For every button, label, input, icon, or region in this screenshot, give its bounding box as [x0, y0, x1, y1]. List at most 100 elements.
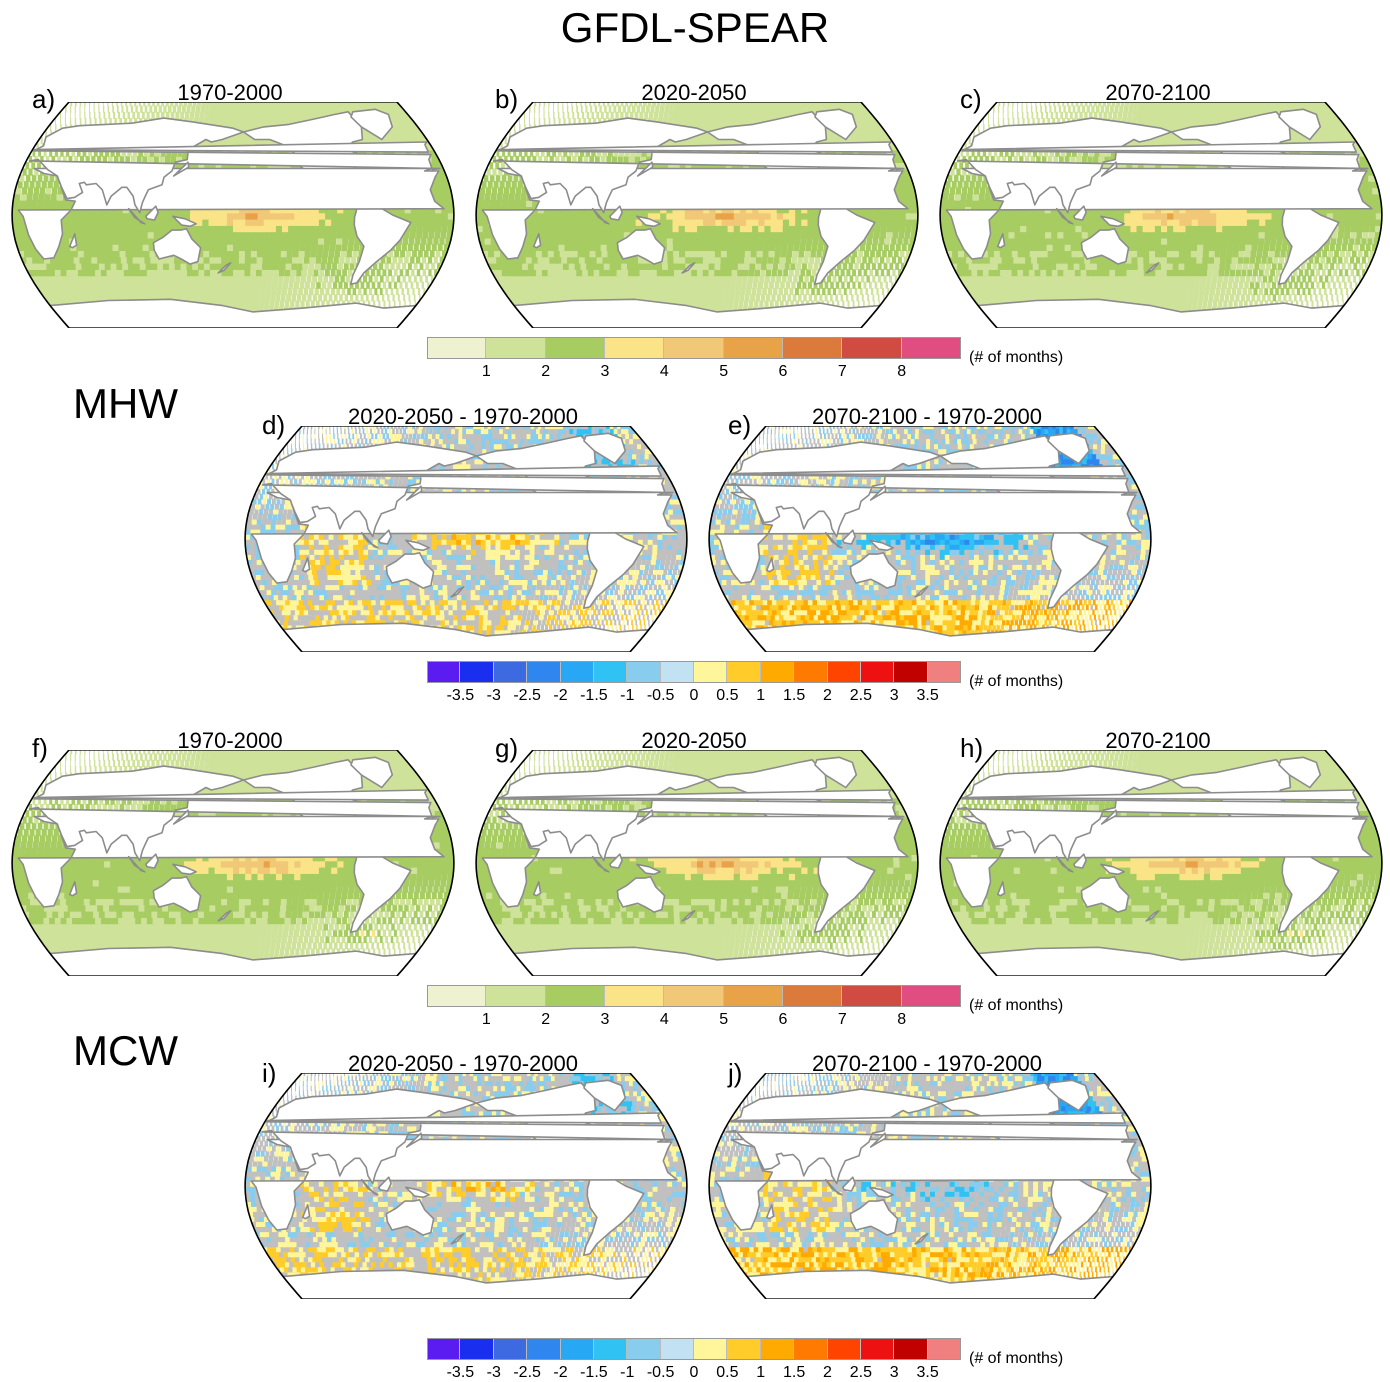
colorbar-swatch — [627, 1338, 660, 1360]
figure-title: GFDL-SPEAR — [0, 4, 1390, 52]
map-panel-a — [10, 102, 456, 328]
colorbar-tick-label: 1 — [756, 687, 765, 705]
colorbar-tick-label: 1.5 — [783, 687, 805, 705]
colorbar-swatch — [761, 661, 794, 683]
colorbar-tick-label: -2 — [553, 687, 567, 705]
colorbar-tick-label: 1 — [482, 363, 491, 381]
colorbar-tick-label: 7 — [838, 363, 847, 381]
colorbar-swatch — [661, 661, 694, 683]
colorbar-swatch — [486, 985, 545, 1007]
colorbar-swatch — [694, 661, 727, 683]
colorbar-tick-label: 0.5 — [716, 1364, 738, 1382]
colorbar-tick-label: -3 — [487, 687, 501, 705]
colorbar-swatch — [902, 337, 961, 359]
colorbar-tick-label: 3 — [890, 687, 899, 705]
colorbar-swatch — [460, 661, 493, 683]
colorbar-swatch — [761, 1338, 794, 1360]
map-panel-e — [707, 426, 1153, 652]
colorbar-swatch — [828, 661, 861, 683]
colorbar-swatch — [594, 1338, 627, 1360]
colorbar-tick-label: 0.5 — [716, 687, 738, 705]
colorbar-swatch — [546, 337, 605, 359]
colorbar-swatch — [928, 661, 961, 683]
map-panel-f — [10, 750, 456, 976]
colorbar-swatch — [724, 337, 783, 359]
colorbar-tick-label: 1 — [482, 1011, 491, 1029]
colorbar-tick-label: 2.5 — [850, 1364, 872, 1382]
colorbar-swatch — [828, 1338, 861, 1360]
colorbar-tick-label: 4 — [660, 1011, 669, 1029]
colorbar-swatch — [794, 661, 827, 683]
colorbar-swatch — [894, 661, 927, 683]
colorbar-tick-label: 0 — [690, 687, 699, 705]
colorbar-tick-label: -3.5 — [447, 687, 475, 705]
colorbar-swatch — [546, 985, 605, 1007]
colorbar-swatch — [861, 1338, 894, 1360]
section-label-mhw: MHW — [73, 380, 178, 428]
colorbar-unit-label: (# of months) — [969, 997, 1063, 1015]
colorbar-swatch — [427, 1338, 460, 1360]
map-panel-h — [938, 750, 1384, 976]
map-panel-d — [243, 426, 689, 652]
map-panel-j — [707, 1073, 1153, 1299]
colorbar-swatch — [594, 661, 627, 683]
colorbar-tick-label: 2 — [541, 1011, 550, 1029]
colorbar-swatch — [494, 661, 527, 683]
colorbar-tick-label: 0 — [690, 1364, 699, 1382]
map-panel-i — [243, 1073, 689, 1299]
colorbar-tick-label: 4 — [660, 363, 669, 381]
colorbar-tick-label: 5 — [719, 363, 728, 381]
colorbar-swatch — [664, 337, 723, 359]
colorbar-tick-label: 3 — [601, 363, 610, 381]
map-panel-c — [938, 102, 1384, 328]
colorbar-swatch — [861, 661, 894, 683]
colorbar-swatch — [427, 985, 486, 1007]
colorbar-swatch — [486, 337, 545, 359]
colorbar-swatch — [527, 1338, 560, 1360]
colorbar-swatch — [842, 985, 901, 1007]
colorbar-tick-label: 3.5 — [917, 687, 939, 705]
colorbar-tick-label: -0.5 — [647, 687, 675, 705]
colorbar-tick-label: 3 — [890, 1364, 899, 1382]
colorbar-swatch — [783, 985, 842, 1007]
colorbar-unit-label: (# of months) — [969, 1350, 1063, 1368]
colorbar-tick-label: 7 — [838, 1011, 847, 1029]
colorbar-swatch — [694, 1338, 727, 1360]
colorbar-tick-label: -1 — [620, 1364, 634, 1382]
colorbar-tick-label: -1.5 — [580, 1364, 608, 1382]
colorbar-swatch — [627, 661, 660, 683]
colorbar-unit-label: (# of months) — [969, 349, 1063, 367]
colorbar-swatch — [527, 661, 560, 683]
colorbar-swatch — [460, 1338, 493, 1360]
colorbar-tick-label: 1 — [756, 1364, 765, 1382]
colorbar-tick-label: 3 — [601, 1011, 610, 1029]
colorbar-swatch — [561, 1338, 594, 1360]
colorbar-swatch — [842, 337, 901, 359]
colorbar-tick-label: 3.5 — [917, 1364, 939, 1382]
colorbar-tick-label: -3.5 — [447, 1364, 475, 1382]
colorbar-tick-label: 6 — [779, 1011, 788, 1029]
colorbar-swatch — [894, 1338, 927, 1360]
colorbar-unit-label: (# of months) — [969, 673, 1063, 691]
colorbar-tick-label: 8 — [897, 363, 906, 381]
colorbar-tick-label: 2 — [823, 687, 832, 705]
colorbar-tick-label: 2.5 — [850, 687, 872, 705]
colorbar-tick-label: -2.5 — [513, 1364, 541, 1382]
colorbar-swatch — [928, 1338, 961, 1360]
colorbar-swatch — [783, 337, 842, 359]
colorbar-swatch — [727, 1338, 760, 1360]
colorbar-tick-label: -1.5 — [580, 687, 608, 705]
map-panel-b — [474, 102, 920, 328]
colorbar-tick-label: 2 — [823, 1364, 832, 1382]
colorbar-tick-label: 2 — [541, 363, 550, 381]
colorbar-swatch — [494, 1338, 527, 1360]
map-panel-g — [474, 750, 920, 976]
colorbar-tick-label: -2 — [553, 1364, 567, 1382]
colorbar-tick-label: 6 — [779, 363, 788, 381]
colorbar-swatch — [605, 985, 664, 1007]
colorbar-tick-label: -3 — [487, 1364, 501, 1382]
colorbar-swatch — [794, 1338, 827, 1360]
colorbar-swatch — [661, 1338, 694, 1360]
colorbar-tick-label: -0.5 — [647, 1364, 675, 1382]
colorbar-swatch — [664, 985, 723, 1007]
